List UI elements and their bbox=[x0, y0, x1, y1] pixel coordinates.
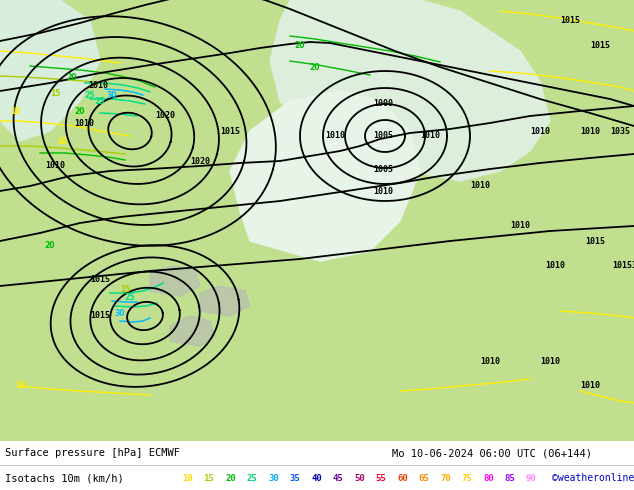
Polygon shape bbox=[270, 0, 550, 181]
Text: 25: 25 bbox=[95, 97, 105, 105]
Text: 1005: 1005 bbox=[373, 165, 393, 173]
Text: 1010: 1010 bbox=[470, 181, 490, 191]
Text: 1010: 1010 bbox=[530, 126, 550, 136]
Text: 1015: 1015 bbox=[585, 237, 605, 245]
Text: 1010: 1010 bbox=[580, 382, 600, 391]
Polygon shape bbox=[0, 0, 100, 141]
Text: 1020: 1020 bbox=[190, 156, 210, 166]
Polygon shape bbox=[150, 266, 200, 296]
Text: 45: 45 bbox=[332, 473, 343, 483]
Text: 25: 25 bbox=[85, 92, 95, 100]
Text: 30: 30 bbox=[107, 92, 117, 100]
Text: 1010: 1010 bbox=[325, 131, 345, 141]
Text: 10153: 10153 bbox=[612, 262, 634, 270]
Text: 85: 85 bbox=[505, 473, 515, 483]
Text: Surface pressure [hPa] ECMWF: Surface pressure [hPa] ECMWF bbox=[5, 448, 180, 458]
Text: 35: 35 bbox=[290, 473, 301, 483]
Text: 1035: 1035 bbox=[610, 126, 630, 136]
Polygon shape bbox=[230, 91, 420, 261]
Text: 1015: 1015 bbox=[90, 274, 110, 284]
Text: 20: 20 bbox=[75, 106, 85, 116]
Text: 1010: 1010 bbox=[420, 131, 440, 141]
Text: 1010: 1010 bbox=[510, 221, 530, 230]
Text: 1010: 1010 bbox=[480, 357, 500, 366]
Text: 1010: 1010 bbox=[540, 357, 560, 366]
Text: 15: 15 bbox=[120, 285, 130, 294]
Polygon shape bbox=[170, 316, 215, 346]
Text: 1010: 1010 bbox=[74, 119, 94, 127]
Text: 1015: 1015 bbox=[560, 17, 580, 25]
Text: 20: 20 bbox=[45, 242, 55, 250]
Text: 10: 10 bbox=[57, 137, 67, 146]
Text: ©weatheronline.co.uk: ©weatheronline.co.uk bbox=[552, 473, 634, 483]
Text: 20: 20 bbox=[225, 473, 236, 483]
Text: 1010: 1010 bbox=[580, 126, 600, 136]
Text: 1010: 1010 bbox=[45, 162, 65, 171]
Text: 15: 15 bbox=[204, 473, 214, 483]
Text: 40: 40 bbox=[311, 473, 321, 483]
Text: Isotachs 10m (km/h): Isotachs 10m (km/h) bbox=[5, 473, 124, 483]
Text: 1015: 1015 bbox=[220, 126, 240, 136]
Text: 80: 80 bbox=[483, 473, 494, 483]
Text: 25: 25 bbox=[125, 293, 135, 301]
Text: 10: 10 bbox=[182, 473, 193, 483]
Text: 65: 65 bbox=[418, 473, 429, 483]
Text: 1000: 1000 bbox=[373, 98, 393, 107]
Text: 75: 75 bbox=[462, 473, 472, 483]
Text: 50: 50 bbox=[354, 473, 365, 483]
Text: Mo 10-06-2024 06:00 UTC (06+144): Mo 10-06-2024 06:00 UTC (06+144) bbox=[392, 448, 592, 458]
Text: 1015: 1015 bbox=[590, 42, 610, 50]
Text: 1020: 1020 bbox=[155, 112, 175, 121]
Text: 55: 55 bbox=[375, 473, 386, 483]
Polygon shape bbox=[200, 286, 250, 316]
Text: 60: 60 bbox=[397, 473, 408, 483]
Text: 1005: 1005 bbox=[373, 131, 393, 141]
Text: 1010: 1010 bbox=[373, 187, 393, 196]
Text: 1010: 1010 bbox=[545, 262, 565, 270]
Text: 1010: 1010 bbox=[88, 81, 108, 91]
Text: 70: 70 bbox=[440, 473, 451, 483]
Text: 10: 10 bbox=[15, 382, 25, 391]
Text: 30: 30 bbox=[115, 309, 126, 318]
Text: 1015: 1015 bbox=[90, 312, 110, 320]
Text: 25: 25 bbox=[247, 473, 257, 483]
Text: 10: 10 bbox=[10, 106, 20, 116]
Text: 20: 20 bbox=[310, 64, 320, 73]
Polygon shape bbox=[0, 0, 634, 441]
Text: 15: 15 bbox=[50, 89, 60, 98]
Text: 90: 90 bbox=[526, 473, 537, 483]
Text: 20: 20 bbox=[67, 74, 77, 82]
Text: 20: 20 bbox=[295, 42, 305, 50]
Text: 30: 30 bbox=[268, 473, 279, 483]
